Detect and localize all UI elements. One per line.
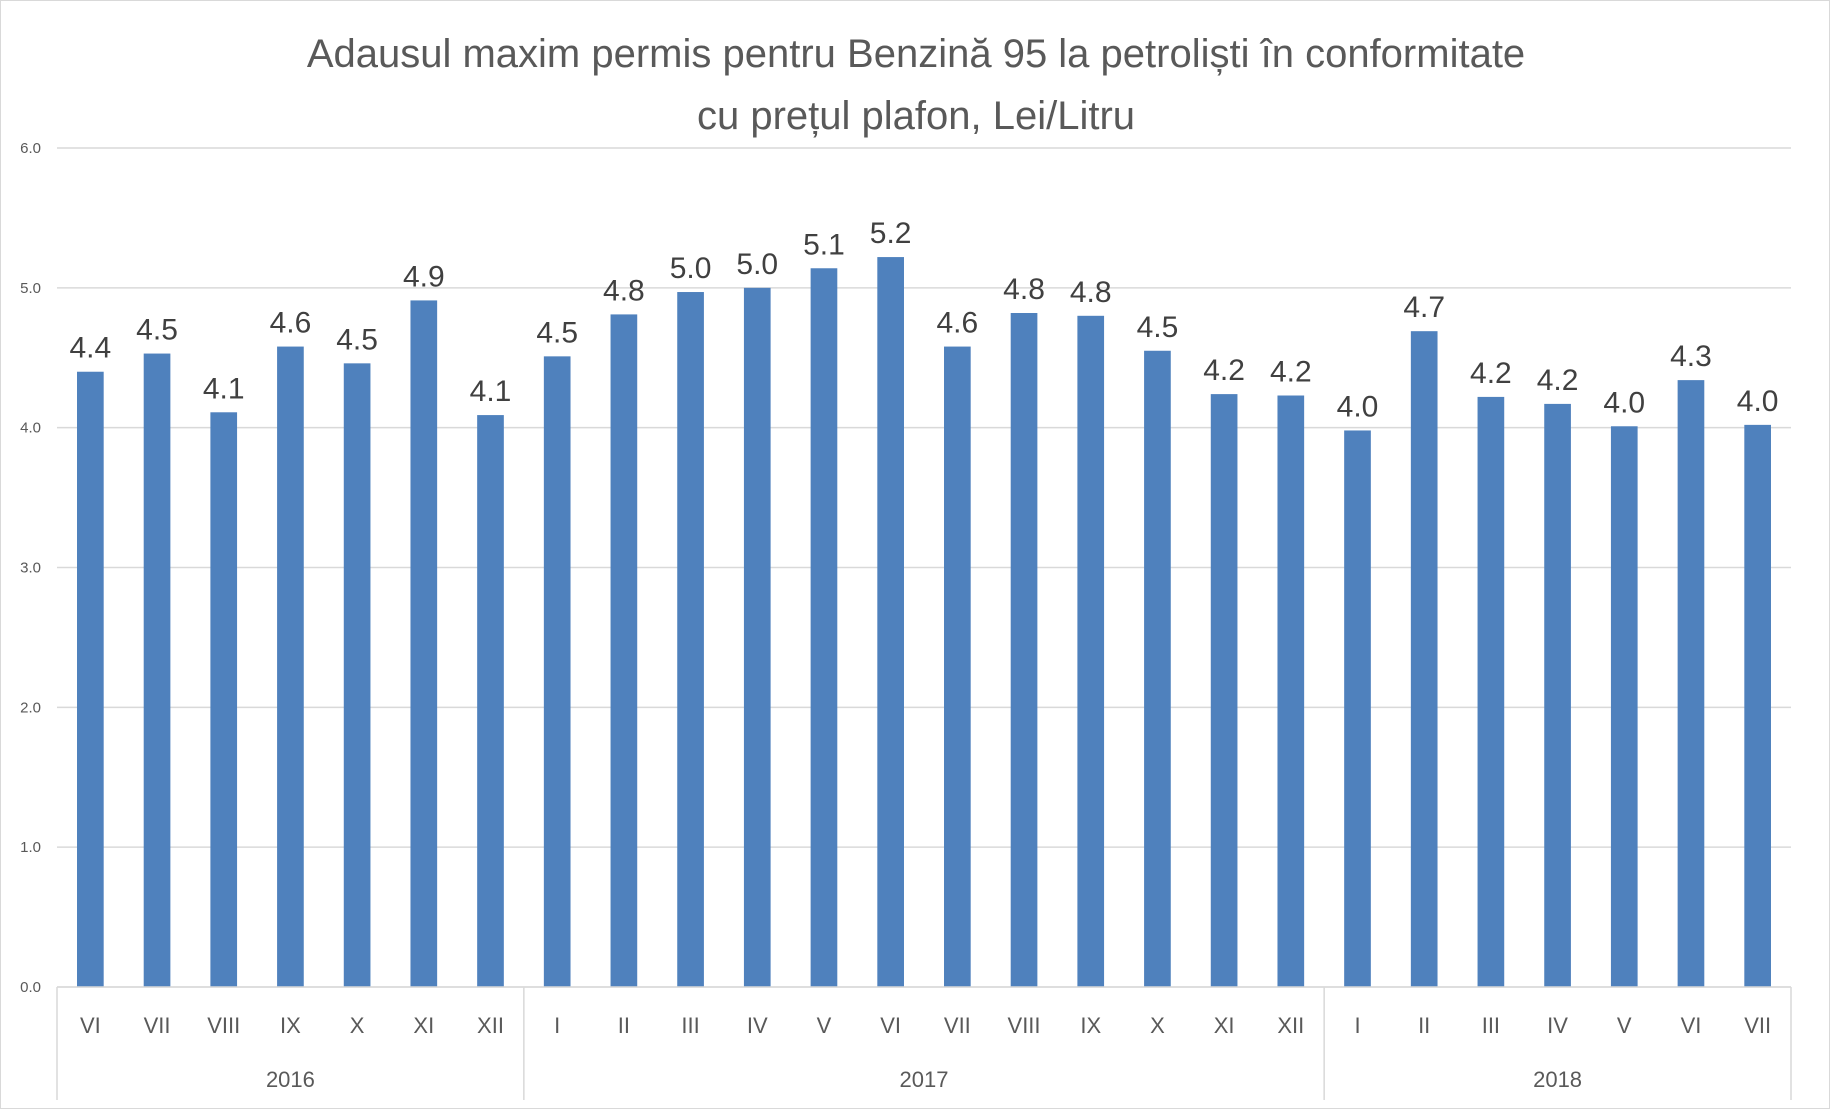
- y-tick-label: 0.0: [20, 979, 41, 996]
- bar: [143, 353, 171, 987]
- bar: [477, 415, 504, 987]
- bar: [944, 346, 971, 987]
- x-tick-label: XI: [413, 1013, 434, 1038]
- bar: [77, 371, 104, 987]
- data-label: 4.2: [1537, 364, 1579, 397]
- x-tick-label: VII: [144, 1013, 171, 1038]
- data-label: 4.0: [1737, 385, 1779, 418]
- y-tick-label: 6.0: [20, 140, 41, 157]
- y-tick-label: 2.0: [20, 699, 41, 716]
- data-label: 5.0: [670, 252, 712, 285]
- data-label: 4.0: [1603, 386, 1645, 419]
- y-tick-label: 4.0: [20, 420, 41, 437]
- x-tick-label: X: [1150, 1013, 1165, 1038]
- bar: [1277, 395, 1305, 987]
- bar: [610, 314, 638, 987]
- data-label: 4.8: [1003, 273, 1045, 306]
- bar: [877, 257, 904, 987]
- data-label: 4.5: [536, 316, 578, 349]
- data-label: 4.2: [1203, 354, 1245, 387]
- bar: [1077, 315, 1105, 987]
- bar: [210, 412, 238, 987]
- bar: [1344, 430, 1371, 987]
- x-tick-label: VIII: [207, 1013, 240, 1038]
- x-tick-label: IV: [1547, 1013, 1568, 1038]
- data-label: 4.1: [470, 375, 512, 408]
- x-tick-label: VI: [80, 1013, 101, 1038]
- x-tick-label: X: [350, 1013, 365, 1038]
- data-label: 4.2: [1470, 357, 1512, 390]
- x-tick-label: V: [1617, 1013, 1632, 1038]
- data-label: 5.1: [803, 228, 845, 261]
- x-tick-label: I: [554, 1013, 560, 1038]
- data-label: 4.8: [603, 274, 645, 307]
- bar: [677, 292, 704, 987]
- x-tick-label: III: [1482, 1013, 1500, 1038]
- bar: [1410, 331, 1438, 988]
- bar: [410, 300, 438, 987]
- bar: [1210, 394, 1238, 987]
- bar: [810, 268, 838, 987]
- x-tick-label: VII: [944, 1013, 971, 1038]
- data-label: 4.5: [136, 314, 178, 347]
- bar: [1010, 313, 1038, 988]
- data-label: 4.5: [336, 323, 378, 356]
- x-tick-label: II: [618, 1013, 630, 1038]
- data-label: 4.0: [1337, 390, 1379, 423]
- x-tick-label: XII: [1277, 1013, 1304, 1038]
- data-label: 4.3: [1670, 340, 1712, 373]
- x-tick-label: VI: [1681, 1013, 1702, 1038]
- data-label: 4.6: [936, 307, 978, 340]
- data-label: 4.2: [1270, 356, 1312, 389]
- x-tick-label: V: [817, 1013, 832, 1038]
- bar: [1477, 396, 1505, 987]
- x-tick-label: VII: [1744, 1013, 1771, 1038]
- bar: [1544, 403, 1571, 987]
- bar: [743, 287, 771, 987]
- data-label: 4.8: [1070, 276, 1112, 309]
- x-tick-label: I: [1354, 1013, 1360, 1038]
- x-tick-label: XI: [1214, 1013, 1235, 1038]
- bar: [1610, 426, 1638, 988]
- x-tick-label: IX: [1080, 1013, 1101, 1038]
- x-tick-label: IX: [280, 1013, 301, 1038]
- data-label: 4.4: [69, 332, 111, 365]
- bar: [1144, 350, 1171, 988]
- group-label: 2017: [900, 1067, 949, 1092]
- data-label: 5.2: [870, 217, 912, 250]
- bar: [1677, 380, 1705, 988]
- y-tick-label: 3.0: [20, 560, 41, 577]
- group-label: 2016: [266, 1067, 315, 1092]
- data-label: 4.9: [403, 260, 445, 293]
- group-label: 2018: [1533, 1067, 1582, 1092]
- bar: [343, 363, 371, 987]
- x-tick-label: VIII: [1008, 1013, 1041, 1038]
- data-label: 5.0: [736, 248, 778, 281]
- chart-title: Adausul maxim permis pentru Benzină 95 l…: [306, 32, 1526, 138]
- x-tick-label: II: [1418, 1013, 1430, 1038]
- data-label: 4.6: [270, 307, 312, 340]
- data-label: 4.7: [1403, 291, 1445, 324]
- bar: [1744, 424, 1771, 987]
- bar: [543, 356, 571, 987]
- y-tick-label: 1.0: [20, 839, 41, 856]
- x-tick-label: XII: [477, 1013, 504, 1038]
- y-tick-label: 5.0: [20, 280, 41, 297]
- x-tick-label: IV: [747, 1013, 768, 1038]
- data-label: 4.1: [203, 372, 245, 405]
- x-tick-label: VI: [880, 1013, 901, 1038]
- bar: [277, 346, 304, 987]
- x-tick-label: III: [681, 1013, 699, 1038]
- data-label: 4.5: [1137, 311, 1179, 344]
